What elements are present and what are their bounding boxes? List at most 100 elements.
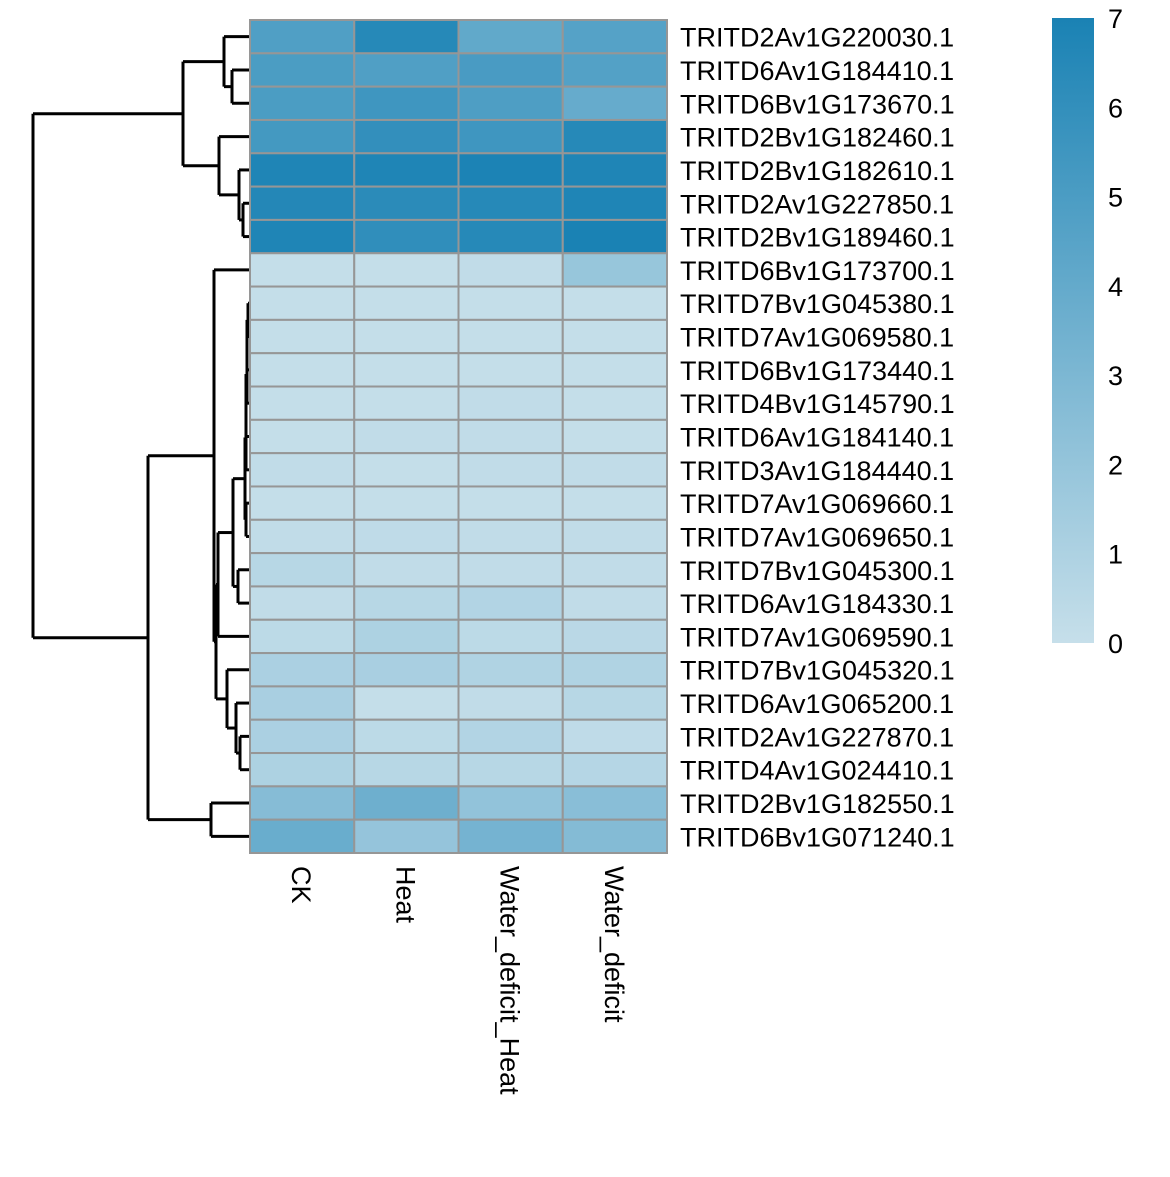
heatmap-cell bbox=[249, 452, 356, 488]
heatmap-cell bbox=[457, 485, 564, 521]
row-label: TRITD2Bv1G182460.1 bbox=[680, 123, 955, 153]
heatmap-cell bbox=[457, 152, 564, 188]
heatmap-cell bbox=[249, 218, 356, 255]
heatmap-cell bbox=[249, 485, 356, 521]
heatmap-cell bbox=[353, 552, 460, 588]
heatmap-cell bbox=[249, 252, 356, 288]
heatmap-cell bbox=[353, 352, 460, 388]
heatmap-cell bbox=[353, 785, 460, 821]
color-legend-ticks: 0 1 2 3 4 5 6 7 bbox=[1108, 4, 1123, 659]
row-label: TRITD6Bv1G173700.1 bbox=[680, 256, 955, 286]
heatmap-cell bbox=[249, 118, 356, 155]
row-label: TRITD2Bv1G182550.1 bbox=[680, 789, 955, 819]
row-label: TRITD7Av1G069580.1 bbox=[680, 323, 954, 353]
heatmap-cell bbox=[561, 485, 668, 521]
legend-tick-label: 6 bbox=[1108, 93, 1123, 123]
row-label: TRITD2Av1G220030.1 bbox=[680, 23, 954, 53]
heatmap-cell bbox=[457, 118, 564, 155]
heatmap-cell bbox=[353, 452, 460, 488]
heatmap-cell bbox=[457, 718, 564, 755]
legend-tick-label: 4 bbox=[1108, 272, 1123, 302]
heatmap-cell bbox=[249, 785, 356, 821]
legend-tick-label: 3 bbox=[1108, 361, 1123, 391]
heatmap-cell bbox=[457, 785, 564, 821]
heatmap-cell bbox=[457, 218, 564, 255]
heatmap-cell bbox=[353, 618, 460, 655]
heatmap-cell bbox=[457, 685, 564, 721]
heatmap-cell bbox=[457, 452, 564, 488]
heatmap-cell bbox=[457, 19, 564, 55]
heatmap-cell bbox=[249, 185, 356, 221]
heatmap-cell bbox=[249, 518, 356, 555]
heatmap-cell bbox=[561, 252, 668, 288]
heatmap-cell bbox=[457, 252, 564, 288]
row-label: TRITD2Bv1G189460.1 bbox=[680, 223, 955, 253]
heatmap-cell bbox=[353, 285, 460, 321]
heatmap-cell bbox=[353, 52, 460, 88]
heatmap-cell bbox=[457, 518, 564, 555]
row-label: TRITD4Av1G024410.1 bbox=[680, 756, 954, 786]
heatmap-cell bbox=[249, 85, 356, 121]
row-label: TRITD6Av1G065200.1 bbox=[680, 689, 954, 719]
legend-tick-label: 5 bbox=[1108, 183, 1123, 213]
heatmap-cell bbox=[353, 185, 460, 221]
heatmap-cell bbox=[457, 385, 564, 421]
row-labels: TRITD2Av1G220030.1TRITD6Av1G184410.1TRIT… bbox=[680, 23, 955, 853]
heatmap-cell bbox=[353, 818, 460, 854]
row-label: TRITD6Bv1G173440.1 bbox=[680, 356, 955, 386]
heatmap-cell bbox=[561, 818, 668, 854]
heatmap-cell bbox=[353, 85, 460, 121]
heatmap-cell bbox=[353, 218, 460, 255]
row-label: TRITD6Av1G184410.1 bbox=[680, 56, 954, 86]
heatmap-cell bbox=[561, 352, 668, 388]
row-label: TRITD2Av1G227870.1 bbox=[680, 722, 954, 752]
heatmap-cell bbox=[457, 52, 564, 88]
heatmap-cell bbox=[249, 652, 356, 688]
heatmap-cell bbox=[353, 252, 460, 288]
heatmap-cell bbox=[353, 718, 460, 755]
column-labels: CK Heat Water_deficit_Heat Water_deficit bbox=[286, 866, 629, 1095]
heatmap-cell bbox=[561, 85, 668, 121]
heatmap-cell bbox=[561, 452, 668, 488]
heatmap-cell bbox=[561, 652, 668, 688]
legend-tick-label: 7 bbox=[1108, 4, 1123, 34]
row-label: TRITD6Av1G184140.1 bbox=[680, 423, 954, 453]
heatmap-cell bbox=[353, 485, 460, 521]
heatmap-cell bbox=[457, 185, 564, 221]
heatmap-cell bbox=[249, 285, 356, 321]
heatmap-cell bbox=[561, 318, 668, 355]
heatmap-cell bbox=[457, 85, 564, 121]
row-label: TRITD7Bv1G045300.1 bbox=[680, 556, 955, 586]
heatmap-cell bbox=[249, 52, 356, 88]
heatmap-cell bbox=[561, 218, 668, 255]
heatmap-cell bbox=[249, 19, 356, 55]
heatmap-cell bbox=[561, 285, 668, 321]
heatmap-cell bbox=[353, 752, 460, 788]
heatmap-cell bbox=[249, 685, 356, 721]
heatmap-cell bbox=[353, 652, 460, 688]
row-label: TRITD4Bv1G145790.1 bbox=[680, 389, 955, 419]
heatmap-cell bbox=[561, 118, 668, 155]
legend-tick-label: 1 bbox=[1108, 540, 1123, 570]
heatmap-cell bbox=[249, 318, 356, 355]
legend-tick-label: 0 bbox=[1108, 629, 1123, 659]
row-label: TRITD7Av1G069650.1 bbox=[680, 522, 954, 552]
row-label: TRITD7Av1G069660.1 bbox=[680, 489, 954, 519]
heatmap-cell bbox=[249, 552, 356, 588]
heatmap-cell bbox=[353, 118, 460, 155]
heatmap-cell bbox=[353, 152, 460, 188]
heatmap-cell bbox=[249, 752, 356, 788]
heatmap-cell bbox=[249, 618, 356, 655]
heatmap-cells bbox=[249, 19, 668, 854]
legend-tick-label: 2 bbox=[1108, 450, 1123, 480]
row-label: TRITD6Bv1G173670.1 bbox=[680, 89, 955, 119]
row-label: TRITD2Av1G227850.1 bbox=[680, 189, 954, 219]
heatmap-cell bbox=[561, 685, 668, 721]
heatmap-cell bbox=[457, 285, 564, 321]
heatmap-cell bbox=[561, 52, 668, 88]
heatmap-cell bbox=[353, 685, 460, 721]
row-label: TRITD7Bv1G045380.1 bbox=[680, 289, 955, 319]
heatmap-cell bbox=[353, 418, 460, 455]
heatmap-cell bbox=[249, 818, 356, 854]
